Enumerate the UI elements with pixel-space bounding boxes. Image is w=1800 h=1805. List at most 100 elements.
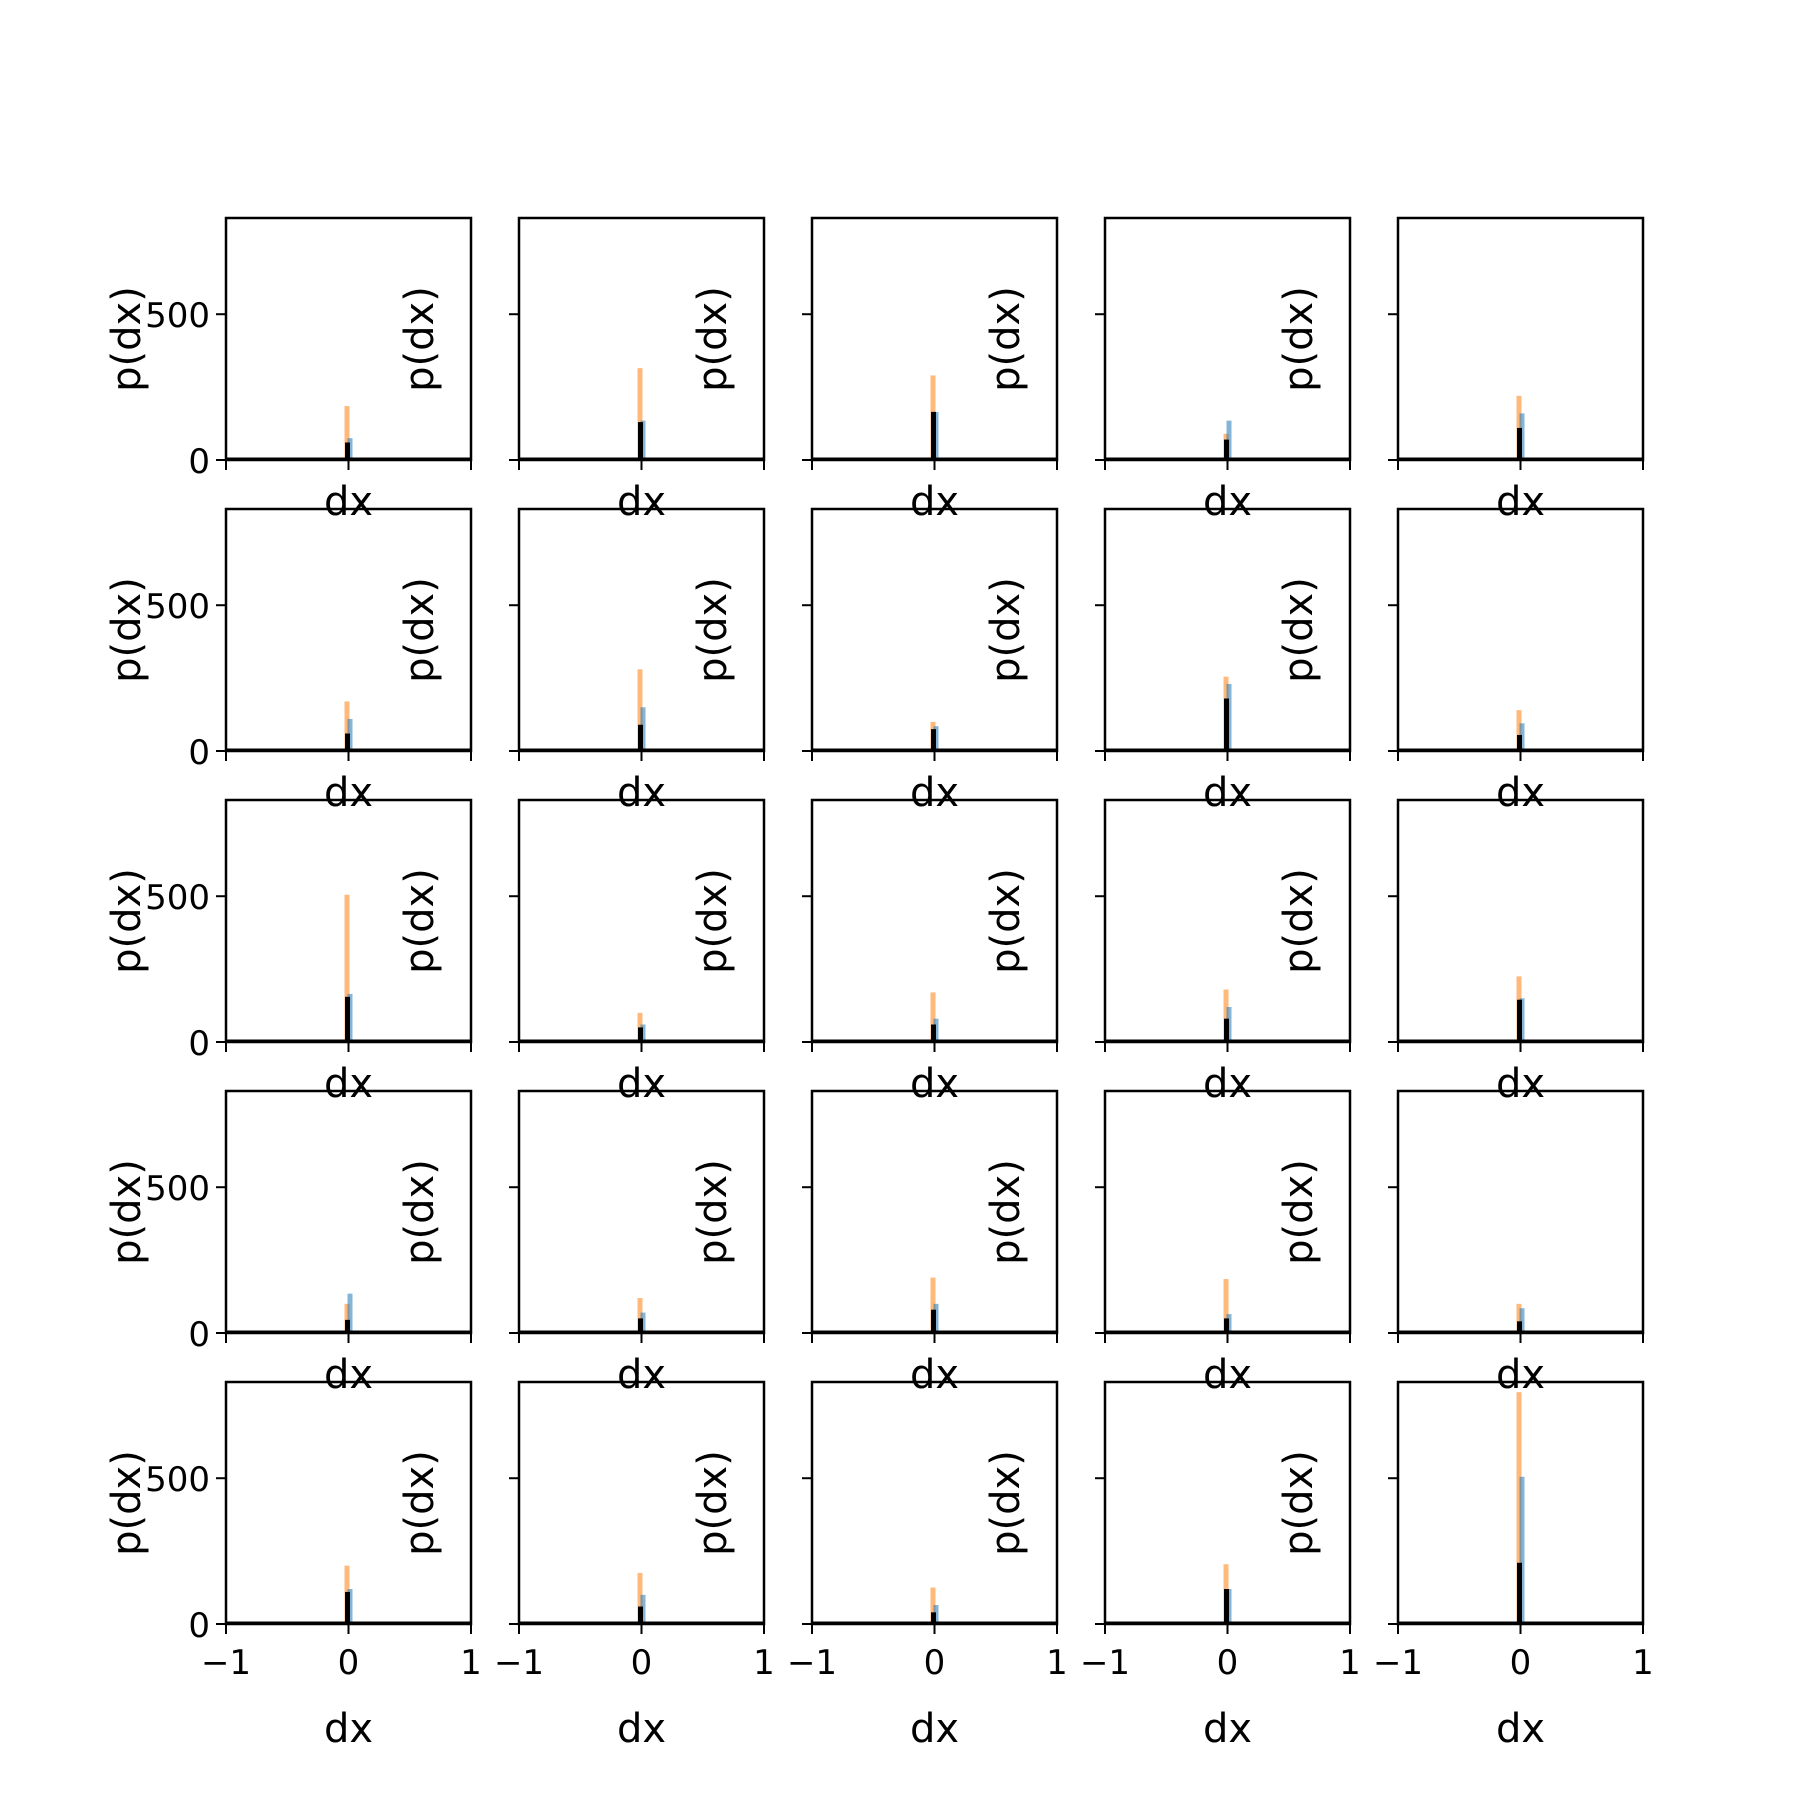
x-tick-label-r4c3-2: 1 [1339, 1643, 1361, 1683]
y-axis-label-r1c3: p(dx) [983, 577, 1029, 683]
x-tick-label-r4c2-0: −1 [787, 1643, 837, 1683]
x-tick-label-r4c2-1: 0 [924, 1643, 946, 1683]
x-axis-label-r0c3: dx [1203, 479, 1252, 525]
bar-orange-r4c2 [930, 1587, 936, 1624]
x-tick-label-r4c4-0: −1 [1373, 1643, 1423, 1683]
bar-black-r1c2 [931, 729, 936, 751]
bar-black-r1c4 [1517, 734, 1522, 751]
x-tick-label-r4c4-1: 0 [1510, 1643, 1532, 1683]
bar-black-r3c2 [931, 1309, 936, 1333]
x-axis-label-r1c3: dx [1203, 770, 1252, 816]
y-axis-label-r0c4: p(dx) [1276, 286, 1322, 392]
x-axis-label-r4c1: dx [617, 1706, 666, 1752]
y-axis-label-r2c3: p(dx) [983, 868, 1029, 974]
y-axis-label-r3c4: p(dx) [1276, 1159, 1322, 1265]
x-tick-label-r4c0-2: 1 [460, 1643, 482, 1683]
bar-black-r2c0 [345, 996, 350, 1042]
bar-orange-r0c0 [344, 406, 350, 460]
y-axis-label-r2c4: p(dx) [1276, 868, 1322, 974]
bar-orange-r2c2 [930, 992, 936, 1042]
bar-black-r0c1 [638, 422, 643, 460]
y-axis-label-r2c2: p(dx) [690, 868, 736, 974]
bar-black-r3c3 [1224, 1318, 1229, 1333]
y-tick-label-r1c0-1: 500 [145, 587, 210, 627]
x-tick-label-r4c1-0: −1 [494, 1643, 544, 1683]
bar-black-r4c3 [1224, 1589, 1229, 1624]
bar-black-r4c1 [638, 1606, 643, 1624]
bar-orange-r3c4 [1516, 1303, 1522, 1333]
bar-black-r0c3 [1224, 439, 1229, 460]
x-axis-label-r0c0: dx [324, 479, 373, 525]
y-tick-label-r1c0-0: 0 [188, 733, 210, 773]
bar-black-r3c0 [345, 1319, 350, 1333]
x-axis-label-r3c2: dx [910, 1352, 959, 1398]
y-tick-label-r2c0-0: 0 [188, 1024, 210, 1064]
bar-black-r1c3 [1224, 698, 1229, 751]
y-axis-label-r1c4: p(dx) [1276, 577, 1322, 683]
x-axis-label-r0c1: dx [617, 479, 666, 525]
x-tick-label-r4c3-1: 0 [1217, 1643, 1239, 1683]
bar-orange-r4c4 [1516, 1392, 1522, 1624]
y-axis-label-r4c0: p(dx) [104, 1450, 150, 1556]
x-tick-label-r4c1-2: 1 [753, 1643, 775, 1683]
bar-black-r4c2 [931, 1612, 936, 1624]
bar-orange-r3c1 [637, 1298, 643, 1333]
x-tick-label-r4c0-1: 0 [338, 1643, 360, 1683]
bar-orange-r3c0 [344, 1303, 350, 1333]
bar-orange-r1c4 [1516, 710, 1522, 751]
bar-black-r1c0 [345, 733, 350, 751]
bar-black-r2c3 [1224, 1018, 1229, 1042]
x-tick-label-r4c2-2: 1 [1046, 1643, 1068, 1683]
x-axis-label-r4c3: dx [1203, 1706, 1252, 1752]
bar-black-r3c1 [638, 1318, 643, 1333]
y-tick-label-r3c0-1: 500 [145, 1169, 210, 1209]
x-axis-label-r1c1: dx [617, 770, 666, 816]
y-axis-label-r1c1: p(dx) [397, 577, 443, 683]
bar-black-r0c2 [931, 411, 936, 460]
x-axis-label-r1c4: dx [1496, 770, 1545, 816]
x-axis-label-r0c2: dx [910, 479, 959, 525]
y-tick-label-r0c0-1: 500 [145, 296, 210, 336]
bar-blue-r3c0 [347, 1293, 353, 1333]
x-tick-label-r4c1-1: 0 [631, 1643, 653, 1683]
bar-orange-r1c1 [637, 669, 643, 751]
y-axis-label-r4c4: p(dx) [1276, 1450, 1322, 1556]
x-tick-label-r4c3-0: −1 [1080, 1643, 1130, 1683]
x-axis-label-r3c3: dx [1203, 1352, 1252, 1398]
y-axis-label-r2c0: p(dx) [104, 868, 150, 974]
y-axis-label-r1c0: p(dx) [104, 577, 150, 683]
x-axis-label-r2c4: dx [1496, 1061, 1545, 1107]
x-axis-label-r3c1: dx [617, 1352, 666, 1398]
bar-orange-r2c3 [1223, 989, 1229, 1042]
y-tick-label-r4c0-1: 500 [145, 1460, 210, 1500]
x-axis-label-r2c3: dx [1203, 1061, 1252, 1107]
bar-black-r2c1 [638, 1027, 643, 1042]
y-axis-label-r2c1: p(dx) [397, 868, 443, 974]
bar-black-r4c4 [1517, 1562, 1522, 1624]
x-axis-label-r0c4: dx [1496, 479, 1545, 525]
y-axis-label-r0c0: p(dx) [104, 286, 150, 392]
bar-orange-r3c2 [930, 1277, 936, 1333]
x-axis-label-r3c0: dx [324, 1352, 373, 1398]
y-axis-label-r0c1: p(dx) [397, 286, 443, 392]
bar-black-r2c2 [931, 1024, 936, 1042]
y-axis-label-r4c3: p(dx) [983, 1450, 1029, 1556]
y-axis-label-r4c1: p(dx) [397, 1450, 443, 1556]
axes-frame-r3c4 [1396, 1089, 1645, 1335]
y-tick-label-r4c0-0: 0 [188, 1606, 210, 1646]
bar-black-r3c4 [1517, 1321, 1522, 1333]
x-axis-label-r2c2: dx [910, 1061, 959, 1107]
y-axis-label-r0c2: p(dx) [690, 286, 736, 392]
y-axis-label-r4c2: p(dx) [690, 1450, 736, 1556]
bar-orange-r1c0 [344, 701, 350, 751]
x-axis-label-r4c4: dx [1496, 1706, 1545, 1752]
x-axis-label-r4c0: dx [324, 1706, 373, 1752]
y-tick-label-r3c0-0: 0 [188, 1315, 210, 1355]
x-axis-label-r2c1: dx [617, 1061, 666, 1107]
y-axis-label-r0c3: p(dx) [983, 286, 1029, 392]
bar-black-r1c1 [638, 724, 643, 751]
bar-black-r4c0 [345, 1591, 350, 1624]
y-axis-label-r3c1: p(dx) [397, 1159, 443, 1265]
